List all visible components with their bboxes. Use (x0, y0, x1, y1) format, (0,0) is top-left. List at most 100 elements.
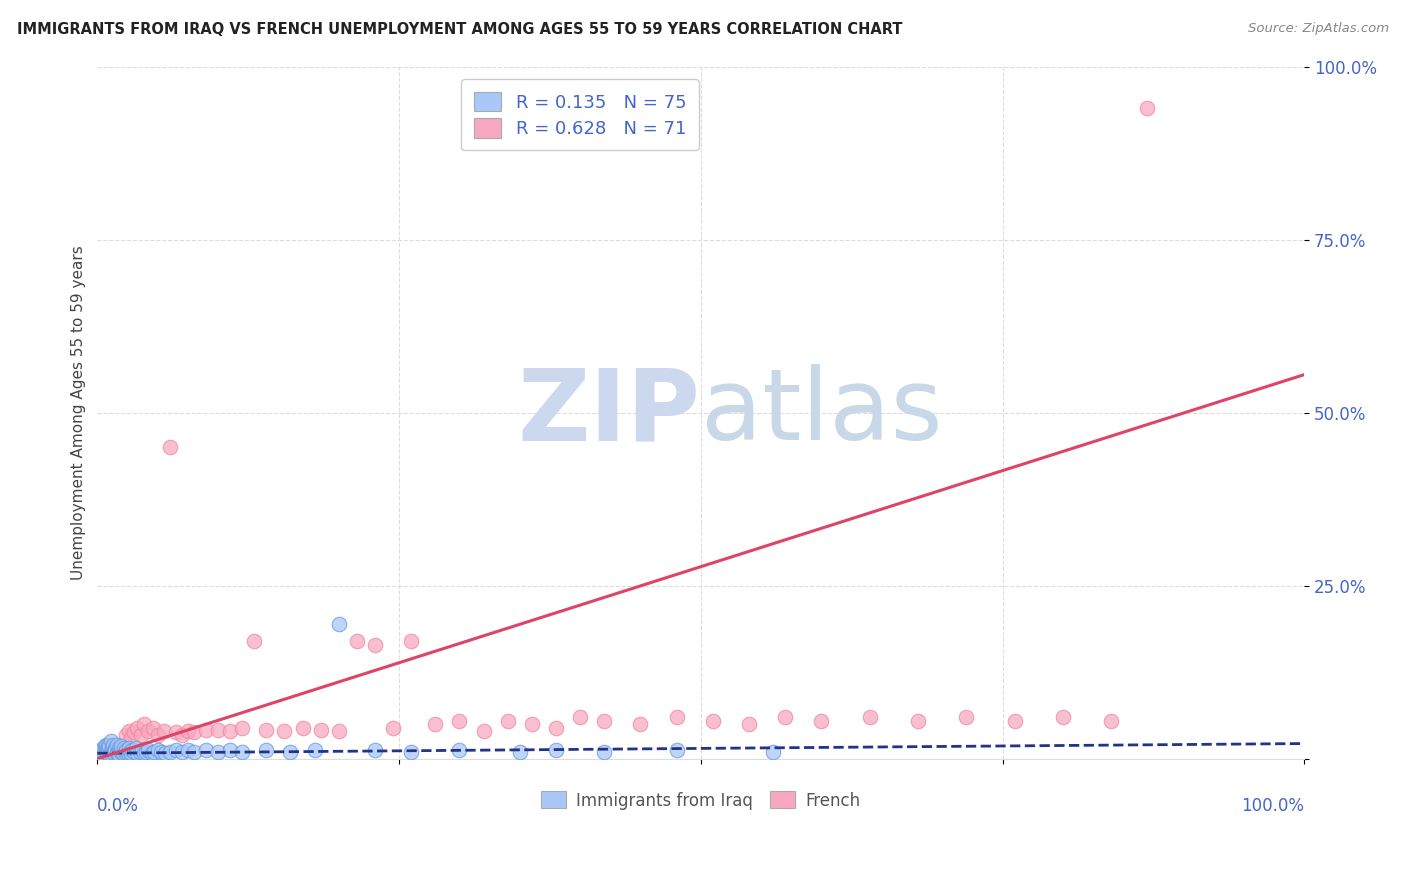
Point (89, 745, 111, 759)
Point (121, 743, 143, 757)
Point (146, 743, 169, 757)
Text: 100.0%: 100.0% (1241, 797, 1305, 815)
Point (170, 745, 193, 759)
Point (593, 745, 616, 759)
Point (110, 745, 132, 759)
Point (125, 741, 148, 756)
Point (94, 746, 117, 760)
Point (243, 634, 266, 648)
Point (104, 741, 127, 756)
Point (128, 745, 150, 759)
Text: Source: ZipAtlas.com: Source: ZipAtlas.com (1249, 22, 1389, 36)
Point (127, 721, 149, 735)
Point (98, 747, 121, 761)
Point (112, 741, 135, 756)
Point (101, 745, 124, 759)
Point (544, 743, 567, 757)
Point (159, 745, 181, 759)
Point (254, 743, 277, 757)
Point (702, 714, 724, 728)
Point (136, 743, 159, 757)
Point (90, 746, 112, 760)
Point (1004, 714, 1026, 728)
Point (108, 746, 131, 760)
Point (141, 746, 163, 760)
Point (93, 739, 115, 754)
Point (105, 738, 128, 752)
Point (1099, 714, 1122, 728)
Point (101, 741, 124, 756)
Point (131, 743, 153, 757)
Point (122, 745, 145, 759)
Point (304, 743, 326, 757)
Point (150, 745, 173, 759)
Point (107, 748, 129, 763)
Point (364, 638, 387, 652)
Point (91, 747, 114, 762)
Point (110, 743, 132, 757)
Point (382, 721, 405, 735)
Point (134, 746, 156, 760)
Point (89, 748, 111, 763)
Point (738, 717, 761, 731)
Point (328, 616, 350, 631)
Point (91, 743, 114, 757)
Point (105, 745, 128, 759)
Point (1052, 710, 1074, 724)
Point (364, 743, 387, 757)
Point (153, 746, 176, 760)
Point (569, 710, 592, 724)
Point (110, 739, 132, 754)
Point (219, 724, 242, 739)
Point (194, 723, 217, 737)
Point (115, 727, 138, 741)
Point (665, 743, 688, 757)
Point (94, 738, 117, 752)
Point (108, 748, 131, 763)
Point (108, 741, 131, 756)
Point (110, 748, 132, 763)
Point (103, 748, 125, 763)
Point (859, 710, 882, 724)
Point (136, 724, 159, 739)
Point (165, 743, 187, 757)
Point (152, 724, 174, 739)
Point (159, 440, 181, 454)
Point (346, 634, 368, 648)
Point (309, 723, 332, 737)
Point (118, 724, 141, 739)
Point (120, 731, 142, 745)
Point (96, 741, 118, 756)
Point (100, 734, 122, 748)
Point (593, 714, 616, 728)
Point (101, 738, 124, 752)
Point (273, 724, 295, 739)
Point (105, 746, 128, 760)
Point (177, 724, 200, 739)
Point (183, 745, 205, 759)
Point (328, 724, 350, 739)
Point (280, 745, 302, 759)
Point (142, 721, 165, 735)
Point (98, 739, 121, 754)
Point (449, 743, 471, 757)
Point (399, 745, 422, 759)
Point (96, 747, 118, 762)
Point (118, 741, 141, 756)
Point (146, 727, 169, 741)
Point (115, 743, 138, 757)
Point (117, 746, 139, 760)
Point (94, 745, 117, 759)
Point (135, 745, 157, 759)
Point (93, 748, 115, 763)
Point (112, 746, 135, 760)
Point (425, 717, 447, 731)
Point (127, 746, 149, 760)
Point (134, 717, 156, 731)
Point (93, 741, 115, 756)
Point (544, 721, 567, 735)
Point (122, 725, 145, 739)
Point (98, 748, 121, 763)
Point (101, 747, 124, 762)
Point (114, 745, 136, 759)
